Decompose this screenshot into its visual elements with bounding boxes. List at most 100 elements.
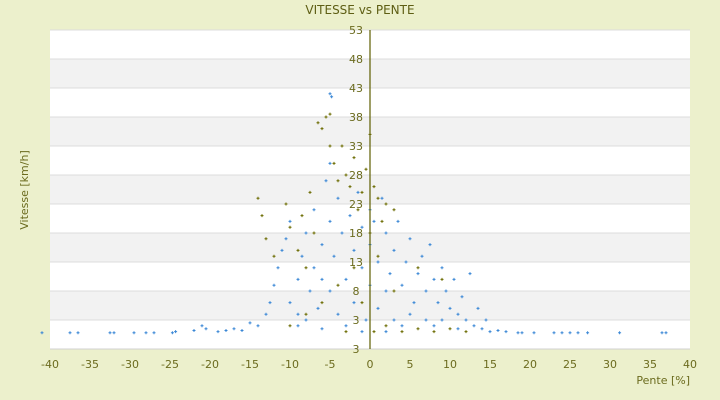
blue-point — [280, 248, 284, 252]
blue-point — [472, 324, 476, 328]
y-tick-label: 13 — [349, 256, 363, 269]
blue-point — [108, 331, 112, 335]
blue-point — [424, 318, 428, 322]
olive-point — [284, 202, 288, 206]
x-tick-label: 10 — [443, 358, 457, 371]
blue-point — [192, 328, 196, 332]
blue-point — [296, 324, 300, 328]
olive-point — [320, 127, 324, 131]
blue-point — [392, 318, 396, 322]
blue-point — [340, 231, 344, 235]
x-tick-label: -10 — [281, 358, 299, 371]
olive-point — [336, 179, 340, 183]
olive-point — [392, 208, 396, 212]
x-tick-label: -30 — [121, 358, 139, 371]
olive-point — [432, 330, 436, 334]
blue-point — [328, 161, 332, 165]
chart-title: VITESSE vs PENTE — [305, 3, 414, 17]
x-tick-label: 25 — [563, 358, 577, 371]
blue-point — [356, 190, 360, 194]
x-tick-label: -40 — [41, 358, 59, 371]
blue-point — [316, 306, 320, 310]
blue-point — [320, 327, 324, 331]
blue-point — [408, 312, 412, 316]
olive-point — [380, 219, 384, 223]
blue-point — [396, 219, 400, 223]
blue-point — [352, 301, 356, 305]
blue-point — [568, 331, 572, 335]
blue-point — [392, 248, 396, 252]
olive-point — [272, 254, 276, 258]
y-tick-label: 18 — [349, 227, 363, 240]
blue-point — [344, 324, 348, 328]
x-tick-label: -35 — [81, 358, 99, 371]
blue-point — [288, 301, 292, 305]
blue-point — [328, 219, 332, 223]
blue-point — [216, 330, 220, 334]
olive-point — [376, 254, 380, 258]
y-tick-label: 48 — [349, 53, 363, 66]
blue-point — [174, 330, 178, 334]
blue-point — [432, 277, 436, 281]
blue-point — [448, 306, 452, 310]
blue-point — [328, 289, 332, 293]
blue-point — [264, 312, 268, 316]
blue-point — [360, 266, 364, 270]
blue-point — [170, 331, 174, 335]
blue-point — [456, 312, 460, 316]
olive-point — [384, 202, 388, 206]
blue-point — [416, 272, 420, 276]
blue-point — [132, 331, 136, 335]
blue-point — [240, 328, 244, 332]
blue-point — [76, 331, 80, 335]
blue-point — [248, 321, 252, 325]
blue-point — [312, 208, 316, 212]
olive-point — [288, 225, 292, 229]
blue-point — [520, 331, 524, 335]
blue-point — [296, 312, 300, 316]
x-tick-label: -5 — [325, 358, 336, 371]
blue-point — [112, 331, 116, 335]
blue-point — [372, 219, 376, 223]
blue-point — [144, 331, 148, 335]
blue-point — [360, 225, 364, 229]
blue-point — [484, 318, 488, 322]
blue-point — [152, 331, 156, 335]
blue-point — [480, 327, 484, 331]
blue-point — [384, 231, 388, 235]
blue-point — [328, 92, 332, 96]
blue-point — [440, 318, 444, 322]
data-points — [40, 92, 668, 335]
blue-point — [320, 277, 324, 281]
blue-point — [440, 266, 444, 270]
blue-point — [660, 331, 664, 335]
blue-point — [456, 327, 460, 331]
olive-point — [260, 214, 264, 218]
y-tick-label: 38 — [349, 111, 363, 124]
blue-point — [552, 331, 556, 335]
olive-point — [316, 121, 320, 125]
olive-point — [300, 214, 304, 218]
olive-point — [384, 324, 388, 328]
blue-point — [476, 306, 480, 310]
blue-point — [468, 272, 472, 276]
blue-point — [224, 328, 228, 332]
olive-point — [392, 289, 396, 293]
olive-point — [464, 330, 468, 334]
blue-point — [304, 318, 308, 322]
olive-point — [348, 185, 352, 189]
blue-point — [200, 324, 204, 328]
olive-point — [328, 112, 332, 116]
blue-point — [400, 283, 404, 287]
blue-point — [300, 254, 304, 258]
olive-point — [352, 156, 356, 160]
blue-point — [204, 327, 208, 331]
olive-point — [288, 324, 292, 328]
blue-point — [308, 289, 312, 293]
blue-point — [376, 306, 380, 310]
olive-point — [296, 248, 300, 252]
blue-point — [460, 295, 464, 299]
blue-point — [496, 328, 500, 332]
blue-point — [618, 331, 622, 335]
olive-point — [376, 196, 380, 200]
